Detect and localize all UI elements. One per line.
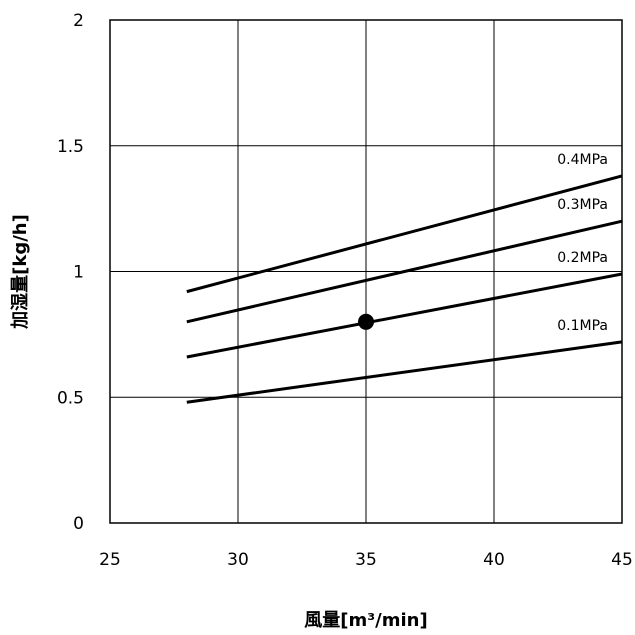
y-tick-label: 2 [73,11,84,31]
marker-layer [358,313,374,330]
series-line [186,340,623,404]
x-tick-label: 35 [355,550,377,570]
y-tick-labels: 0 0.5 1 1.5 2 [57,11,84,534]
series-label: 0.1MPa [557,318,608,334]
x-axis-title: 風量[m³/min] [304,609,427,631]
y-tick-label: 1.5 [57,137,84,157]
series-label: 0.2MPa [557,250,608,266]
series-line [186,219,623,324]
y-axis-title: 加湿量[kg/h] [9,214,31,330]
series-labels: 0.1MPa 0.2MPa 0.3MPa 0.4MPa [557,152,608,334]
series-label: 0.4MPa [557,152,608,168]
x-tick-label: 25 [99,550,121,570]
y-tick-label: 0 [73,514,84,534]
y-tick-label: 0.5 [57,388,84,408]
data-point-marker [358,313,374,330]
series-line [186,272,623,359]
plot-frame [109,19,623,524]
x-tick-label: 45 [611,550,633,570]
series-lines [186,174,623,404]
x-tick-labels: 25 30 35 40 45 [99,550,633,570]
x-tick-label: 40 [483,550,505,570]
series-label: 0.3MPa [557,197,608,213]
grid-lines [110,20,622,523]
series-line [186,174,623,294]
x-tick-label: 30 [227,550,249,570]
y-tick-label: 1 [73,263,84,283]
